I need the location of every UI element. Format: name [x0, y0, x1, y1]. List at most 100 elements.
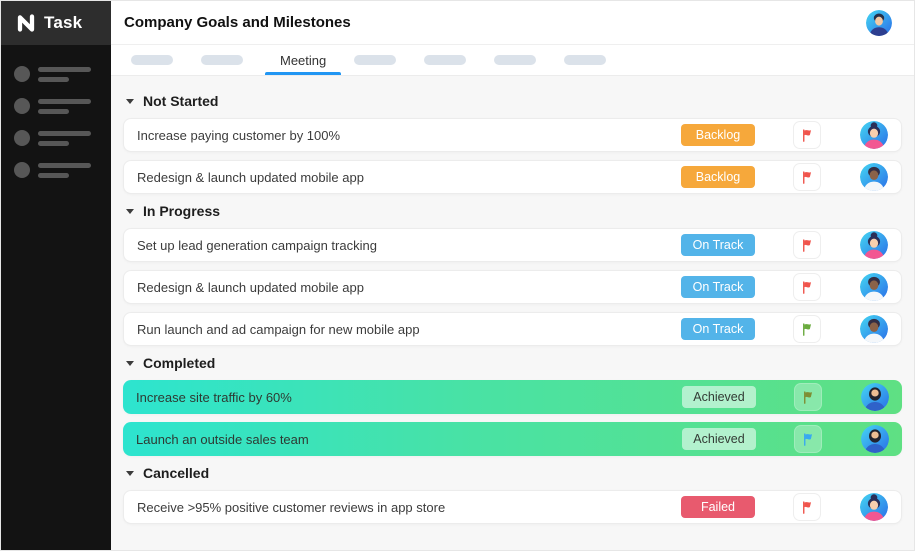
collapse-caret-icon[interactable]	[126, 470, 134, 476]
sidebar-item[interactable]	[14, 161, 99, 178]
app-logo-text: Task	[44, 13, 83, 32]
section-header: Completed	[126, 355, 902, 371]
task-row[interactable]: Launch an outside sales team Achieved	[123, 422, 902, 456]
tab-placeholder[interactable]	[201, 55, 243, 65]
sidebar-item-label-skeleton	[38, 97, 91, 114]
app-logo[interactable]: Task	[1, 1, 111, 45]
flag-icon	[800, 280, 815, 295]
tab-bar: Meeting	[111, 45, 914, 76]
task-title: Redesign & launch updated mobile app	[137, 169, 364, 185]
assignee-avatar[interactable]	[860, 121, 888, 149]
flag-button[interactable]	[793, 231, 821, 259]
ntask-logo-icon	[17, 14, 35, 32]
task-row[interactable]: Increase site traffic by 60% Achieved	[123, 380, 902, 414]
status-badge[interactable]: Backlog	[681, 166, 755, 188]
assignee-avatar-icon	[860, 121, 888, 149]
assignee-avatar[interactable]	[860, 231, 888, 259]
sidebar-item-icon	[14, 162, 30, 178]
flag-button[interactable]	[793, 273, 821, 301]
task-row[interactable]: Receive >95% positive customer reviews i…	[123, 490, 902, 524]
flag-button[interactable]	[793, 315, 821, 343]
sidebar-item-label-skeleton	[38, 129, 91, 146]
assignee-avatar[interactable]	[861, 383, 889, 411]
section-completed: Completed Increase site traffic by 60% A…	[123, 355, 902, 456]
assignee-avatar[interactable]	[860, 493, 888, 521]
task-row[interactable]: Set up lead generation campaign tracking…	[123, 228, 902, 262]
assignee-avatar[interactable]	[860, 315, 888, 343]
sidebar: Task	[1, 1, 111, 550]
task-title: Run launch and ad campaign for new mobil…	[137, 321, 420, 337]
assignee-avatar-icon	[860, 273, 888, 301]
sidebar-item-label-skeleton	[38, 65, 91, 82]
assignee-avatar-icon	[860, 163, 888, 191]
flag-icon	[800, 128, 815, 143]
assignee-avatar[interactable]	[861, 425, 889, 453]
section-not-started: Not Started Increase paying customer by …	[123, 93, 902, 194]
status-badge[interactable]: Achieved	[682, 428, 756, 450]
section-in-progress: In Progress Set up lead generation campa…	[123, 203, 902, 346]
page-title: Company Goals and Milestones	[124, 14, 351, 31]
section-label: Completed	[143, 355, 216, 371]
assignee-avatar-icon	[861, 425, 889, 453]
status-badge[interactable]: On Track	[681, 276, 755, 298]
section-label: Not Started	[143, 93, 219, 109]
assignee-avatar-icon	[861, 383, 889, 411]
section-label: In Progress	[143, 203, 221, 219]
user-avatar[interactable]	[866, 10, 892, 36]
app-header: Company Goals and Milestones	[111, 1, 914, 45]
tab-placeholder[interactable]	[424, 55, 467, 65]
sidebar-item-icon	[14, 130, 30, 146]
assignee-avatar-icon	[860, 315, 888, 343]
flag-button[interactable]	[793, 163, 821, 191]
section-header: Not Started	[126, 93, 902, 109]
sidebar-item[interactable]	[14, 129, 99, 146]
sidebar-item-icon	[14, 66, 30, 82]
assignee-avatar[interactable]	[860, 273, 888, 301]
task-row[interactable]: Increase paying customer by 100% Backlog	[123, 118, 902, 152]
task-list: Not Started Increase paying customer by …	[111, 76, 914, 550]
assignee-avatar-icon	[860, 231, 888, 259]
task-row[interactable]: Redesign & launch updated mobile app Bac…	[123, 160, 902, 194]
sidebar-nav	[1, 45, 111, 193]
task-row[interactable]: Redesign & launch updated mobile app On …	[123, 270, 902, 304]
task-title: Redesign & launch updated mobile app	[137, 279, 364, 295]
collapse-caret-icon[interactable]	[126, 360, 134, 366]
sidebar-item-icon	[14, 98, 30, 114]
main-panel: Company Goals and Milestones Meeting Not…	[111, 1, 914, 550]
flag-icon	[801, 390, 816, 405]
task-row[interactable]: Run launch and ad campaign for new mobil…	[123, 312, 902, 346]
task-title: Launch an outside sales team	[136, 431, 309, 447]
tab-placeholder[interactable]	[564, 55, 607, 65]
tab-placeholder[interactable]	[354, 55, 397, 65]
collapse-caret-icon[interactable]	[126, 208, 134, 214]
status-badge[interactable]: On Track	[681, 318, 755, 340]
status-badge[interactable]: Achieved	[682, 386, 756, 408]
flag-button[interactable]	[794, 425, 822, 453]
status-badge[interactable]: Backlog	[681, 124, 755, 146]
collapse-caret-icon[interactable]	[126, 98, 134, 104]
tab-meeting[interactable]: Meeting	[264, 45, 342, 75]
status-badge[interactable]: On Track	[681, 234, 755, 256]
flag-button[interactable]	[794, 383, 822, 411]
assignee-avatar[interactable]	[860, 163, 888, 191]
assignee-avatar-icon	[860, 493, 888, 521]
flag-icon	[800, 322, 815, 337]
user-avatar-icon	[866, 10, 892, 36]
task-title: Set up lead generation campaign tracking	[137, 237, 377, 253]
tab-meeting-label: Meeting	[280, 52, 327, 68]
sidebar-item-label-skeleton	[38, 161, 91, 178]
tab-placeholder[interactable]	[494, 55, 537, 65]
flag-button[interactable]	[793, 121, 821, 149]
section-header: In Progress	[126, 203, 902, 219]
flag-icon	[800, 238, 815, 253]
tab-placeholder[interactable]	[131, 55, 173, 65]
section-cancelled: Cancelled Receive >95% positive customer…	[123, 465, 902, 524]
status-badge[interactable]: Failed	[681, 496, 755, 518]
task-title: Receive >95% positive customer reviews i…	[137, 499, 446, 515]
section-header: Cancelled	[126, 465, 902, 481]
sidebar-item[interactable]	[14, 97, 99, 114]
sidebar-item[interactable]	[14, 65, 99, 82]
flag-button[interactable]	[793, 493, 821, 521]
flag-icon	[800, 170, 815, 185]
